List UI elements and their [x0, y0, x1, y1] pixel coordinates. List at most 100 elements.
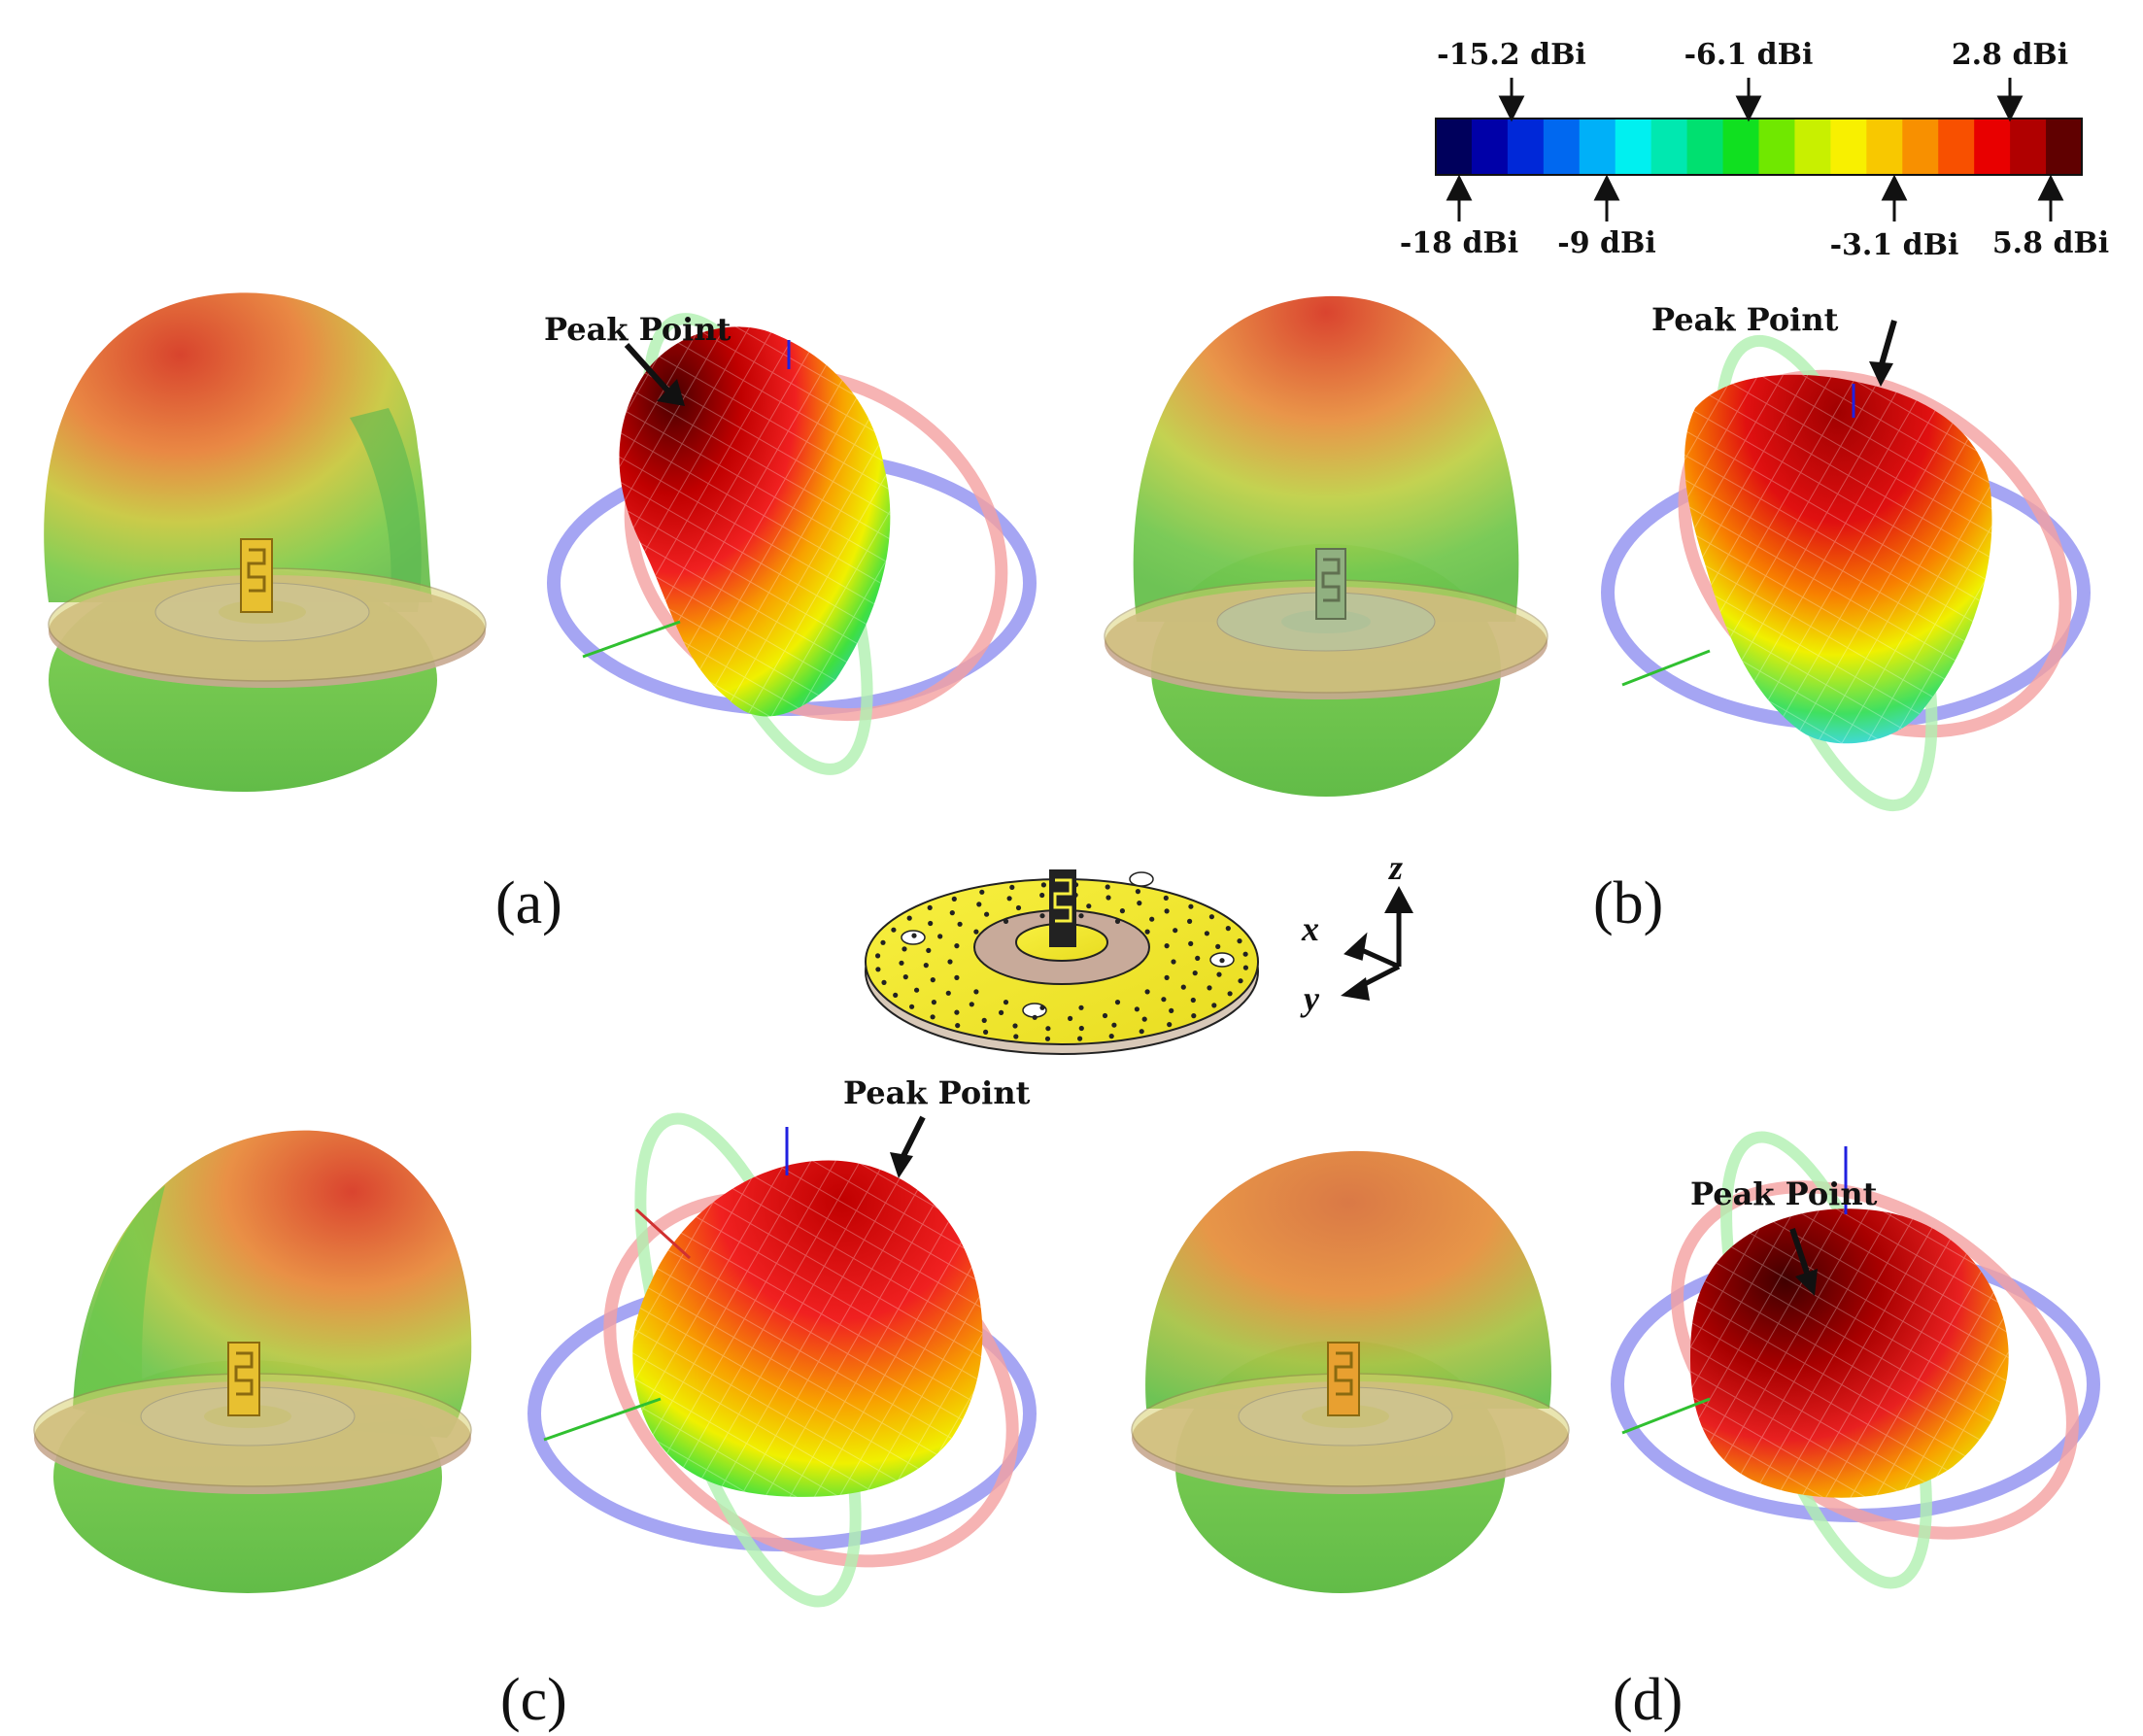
panel-a-smooth-pattern — [44, 292, 487, 792]
disc-via — [1144, 989, 1150, 995]
disc-via — [1086, 903, 1092, 909]
center-disc-vias — [875, 882, 1248, 1041]
disc-via — [906, 915, 912, 921]
disc-via — [1225, 926, 1231, 932]
panel-a-y-axis — [582, 620, 681, 659]
disc-via — [1045, 1026, 1051, 1032]
disc-via — [1219, 958, 1225, 964]
colorbar-cell — [1471, 119, 1509, 175]
colorbar-label-top-2: -6.1 dBi — [1684, 38, 1814, 72]
disc-via — [1167, 1022, 1173, 1028]
disc-via — [1039, 1004, 1045, 1010]
colorbar-label-top-1: -15.2 dBi — [1437, 38, 1586, 72]
panel-b-peak-label: Peak Point — [1651, 301, 1839, 338]
panel-a-peak-label: Peak Point — [544, 311, 731, 348]
colorbar-cell — [1866, 119, 1903, 175]
disc-via — [1003, 918, 1009, 925]
colorbar-cell — [1615, 119, 1652, 175]
colorbar-bottom-arrows — [1446, 174, 2064, 221]
colorbar-cell — [1436, 119, 1473, 175]
colorbar-top-arrows — [1498, 78, 2024, 122]
panel-b-letter: (b) — [1593, 870, 1663, 936]
disc-via — [1207, 985, 1212, 991]
disc-via — [954, 943, 960, 949]
disc-via — [1003, 1000, 1009, 1005]
disc-via — [1135, 889, 1140, 895]
colorbar: -15.2 dBi -6.1 dBi 2.8 dBi -18 dBi -9 dB… — [1400, 38, 2109, 262]
panel-c-ground-disc — [33, 1373, 472, 1494]
disc-via — [891, 927, 897, 933]
disc-via — [893, 992, 899, 998]
disc-via — [969, 1002, 974, 1007]
disc-via — [1227, 991, 1233, 997]
disc-via — [899, 960, 904, 966]
axis-label-z: z — [1387, 848, 1403, 887]
disc-via — [973, 929, 979, 935]
disc-via — [1187, 918, 1193, 925]
disc-via — [901, 946, 907, 952]
disc-via — [881, 979, 887, 986]
disc-via — [902, 974, 908, 980]
disc-via — [1114, 918, 1121, 925]
disc-via — [1242, 965, 1248, 970]
panel-c-x-axis — [634, 1208, 692, 1260]
disc-via — [954, 974, 960, 981]
center-antenna-geometry — [865, 869, 1259, 1055]
panel-d-radiator — [1327, 1342, 1360, 1416]
colorbar-cell — [1794, 119, 1831, 175]
disc-via — [1078, 1025, 1084, 1032]
panel-d-smooth-pattern — [1131, 1150, 1570, 1593]
colorbar-cell — [1938, 119, 1975, 175]
panel-a: Peak Point (a) — [44, 292, 1037, 936]
disc-via — [1111, 1022, 1117, 1028]
disc-via — [930, 977, 935, 983]
disc-via — [1171, 959, 1176, 965]
panel-b-y-axis — [1621, 649, 1711, 687]
disc-via — [1078, 913, 1084, 919]
panel-a-radiator — [240, 538, 273, 613]
colorbar-frame — [1435, 118, 2083, 176]
panel-c-peak-label: Peak Point — [843, 1074, 1031, 1111]
colorbar-label-bottom-3: -3.1 dBi — [1830, 228, 1959, 262]
disc-via — [1009, 884, 1015, 891]
disc-via — [947, 959, 953, 965]
panel-c: Peak Point (c) — [33, 1074, 1037, 1733]
disc-via — [1105, 884, 1110, 890]
disc-via — [1191, 1013, 1197, 1019]
panel-b: Peak Point (b) — [1104, 295, 2091, 936]
disc-via — [930, 1014, 935, 1020]
panel-c-radiator — [227, 1342, 260, 1416]
disc-via — [954, 1009, 960, 1015]
disc-via — [927, 904, 933, 911]
disc-via — [949, 910, 955, 916]
colorbar-cell — [1579, 119, 1616, 175]
disc-via — [1006, 896, 1012, 902]
disc-via — [1102, 1012, 1108, 1019]
disc-via — [1188, 940, 1194, 947]
disc-via — [1114, 1000, 1121, 1005]
colorbar-cell — [1650, 119, 1688, 175]
disc-via — [1078, 1004, 1084, 1010]
colorbar-cell — [1543, 119, 1581, 175]
disc-via — [1012, 1023, 1018, 1029]
panel-d: Peak Point (d) — [1131, 1131, 2100, 1733]
panel-c-y-axis — [543, 1397, 662, 1442]
colorbar-cell — [1758, 119, 1796, 175]
disc-via — [1144, 929, 1150, 935]
disc-via — [926, 947, 932, 954]
disc-via — [973, 989, 979, 995]
disc-via — [1238, 978, 1243, 984]
disc-via — [909, 1004, 915, 1009]
disc-via — [1161, 997, 1167, 1003]
disc-via — [1237, 938, 1242, 944]
disc-via — [955, 1023, 961, 1029]
disc-via — [1180, 984, 1186, 990]
panel-a-faceted-pattern — [547, 313, 1037, 775]
disc-via — [976, 902, 982, 907]
disc-via — [911, 933, 917, 938]
disc-via — [875, 953, 881, 959]
panel-c-faceted-pattern — [527, 1112, 1037, 1608]
panel-c-smooth-pattern — [33, 1130, 472, 1593]
disc-via — [1242, 951, 1248, 957]
